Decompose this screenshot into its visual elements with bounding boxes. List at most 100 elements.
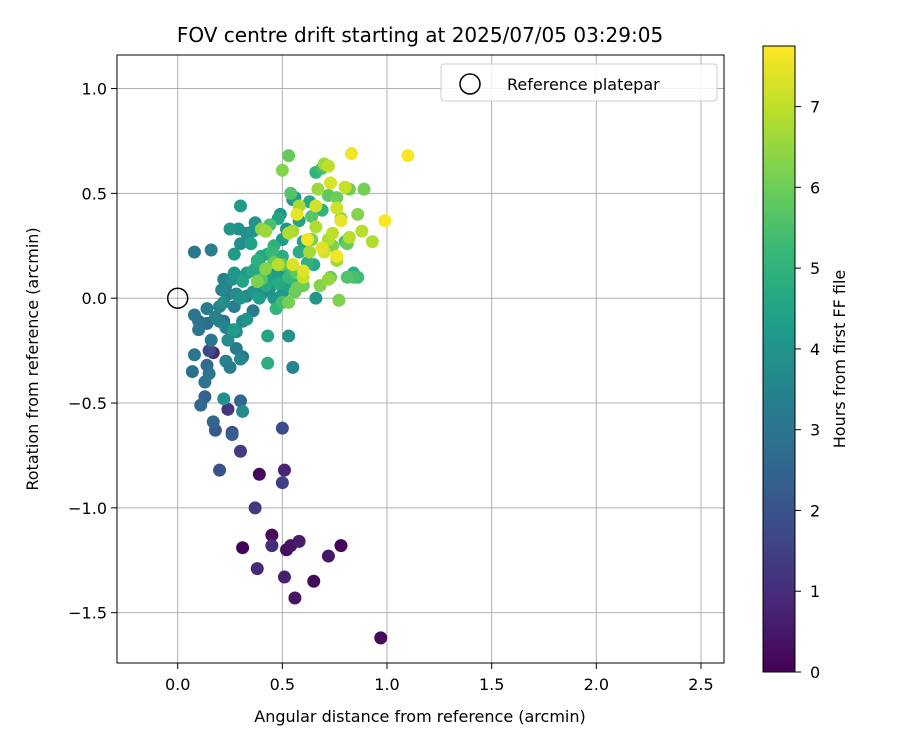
- x-tick-label: 0.5: [270, 675, 295, 694]
- data-points: [185, 147, 415, 645]
- data-point: [246, 264, 260, 278]
- data-point: [252, 467, 266, 481]
- data-point: [342, 230, 356, 244]
- x-tick-label: 0.0: [165, 675, 190, 694]
- data-point: [378, 214, 392, 228]
- data-point: [204, 333, 218, 347]
- plot-area: [117, 55, 724, 663]
- data-point: [321, 272, 335, 286]
- data-point: [275, 476, 289, 490]
- data-point: [292, 245, 306, 259]
- data-point: [326, 226, 340, 240]
- colorbar-title: Hours from first FF file: [830, 270, 849, 449]
- data-point: [307, 574, 321, 588]
- data-point: [365, 235, 379, 249]
- data-point: [187, 308, 201, 322]
- data-point: [296, 264, 310, 278]
- legend: Reference platepar: [440, 63, 718, 102]
- data-point: [252, 291, 266, 305]
- data-point: [340, 270, 354, 284]
- colorbar-tick-label: 0: [810, 663, 820, 682]
- data-point: [265, 528, 279, 542]
- x-axis-title: Angular distance from reference (arcmin): [254, 707, 585, 726]
- data-point: [315, 241, 329, 255]
- legend-box: [440, 63, 718, 102]
- data-point: [250, 253, 264, 267]
- data-point: [334, 214, 348, 228]
- data-point: [233, 444, 247, 458]
- data-point: [248, 501, 262, 515]
- data-point: [250, 274, 264, 288]
- data-point: [309, 199, 323, 213]
- data-point: [323, 176, 337, 190]
- data-point: [185, 365, 199, 379]
- data-point: [223, 222, 237, 236]
- data-point: [330, 201, 344, 215]
- y-tick-label: 0.5: [82, 184, 107, 203]
- y-tick-label: −1.0: [68, 499, 107, 518]
- data-point: [282, 149, 296, 163]
- data-point: [286, 360, 300, 374]
- colorbar-tick-label: 3: [810, 421, 820, 440]
- colorbar-tick-label: 4: [810, 340, 820, 359]
- y-tick-label: −1.5: [68, 604, 107, 623]
- data-point: [187, 245, 201, 259]
- y-tick-label: 0.0: [82, 289, 107, 308]
- data-point: [357, 182, 371, 196]
- data-point: [303, 245, 317, 259]
- data-point: [355, 224, 369, 238]
- data-point: [334, 539, 348, 553]
- y-axis: 1.0 0.5 0.0 −0.5 −1.0 −1.5: [68, 80, 117, 623]
- data-point: [292, 534, 306, 548]
- data-point: [192, 323, 206, 337]
- x-tick-label: 1.0: [374, 675, 399, 694]
- data-point: [213, 463, 227, 477]
- colorbar: [762, 45, 796, 673]
- data-point: [311, 182, 325, 196]
- reference-platepar-marker: [166, 287, 189, 309]
- data-point: [286, 258, 300, 272]
- data-point: [338, 180, 352, 194]
- data-point: [309, 220, 323, 234]
- data-point: [202, 367, 216, 381]
- data-point: [300, 232, 314, 246]
- x-tick-label: 1.5: [479, 675, 504, 694]
- data-point: [271, 277, 285, 291]
- colorbar-tick-label: 6: [810, 178, 820, 197]
- data-point: [206, 415, 220, 429]
- y-axis-title: Rotation from reference (arcmin): [23, 227, 42, 490]
- legend-marker-icon: [459, 73, 481, 95]
- y-tick-label: −0.5: [68, 394, 107, 413]
- data-point: [259, 224, 273, 238]
- x-axis: 0.0 0.5 1.0 1.5 2.0 2.5: [165, 663, 714, 694]
- data-point: [305, 209, 319, 223]
- grid-lines: [117, 55, 724, 663]
- data-point: [204, 243, 218, 257]
- colorbar-tick-label: 5: [810, 259, 820, 278]
- data-point: [261, 329, 275, 343]
- data-point: [202, 344, 216, 358]
- data-point: [200, 302, 214, 316]
- data-point: [219, 354, 233, 368]
- data-point: [236, 274, 250, 288]
- data-point: [217, 392, 231, 406]
- y-tick-label: 1.0: [82, 80, 107, 99]
- data-point: [221, 402, 235, 416]
- data-point: [290, 207, 304, 221]
- data-point: [233, 352, 247, 366]
- data-point: [259, 262, 273, 276]
- data-point: [227, 247, 241, 261]
- data-point: [187, 348, 201, 362]
- data-point: [330, 191, 344, 205]
- data-point: [271, 258, 285, 272]
- data-point: [344, 147, 358, 161]
- data-point: [221, 333, 235, 347]
- colorbar-ticks: 0 1 2 3 4 5 6 7: [795, 98, 820, 682]
- data-point: [282, 329, 296, 343]
- x-tick-label: 2.5: [688, 675, 713, 694]
- data-point: [215, 283, 229, 297]
- data-point: [277, 570, 291, 584]
- data-point: [330, 249, 344, 263]
- data-point: [233, 237, 247, 251]
